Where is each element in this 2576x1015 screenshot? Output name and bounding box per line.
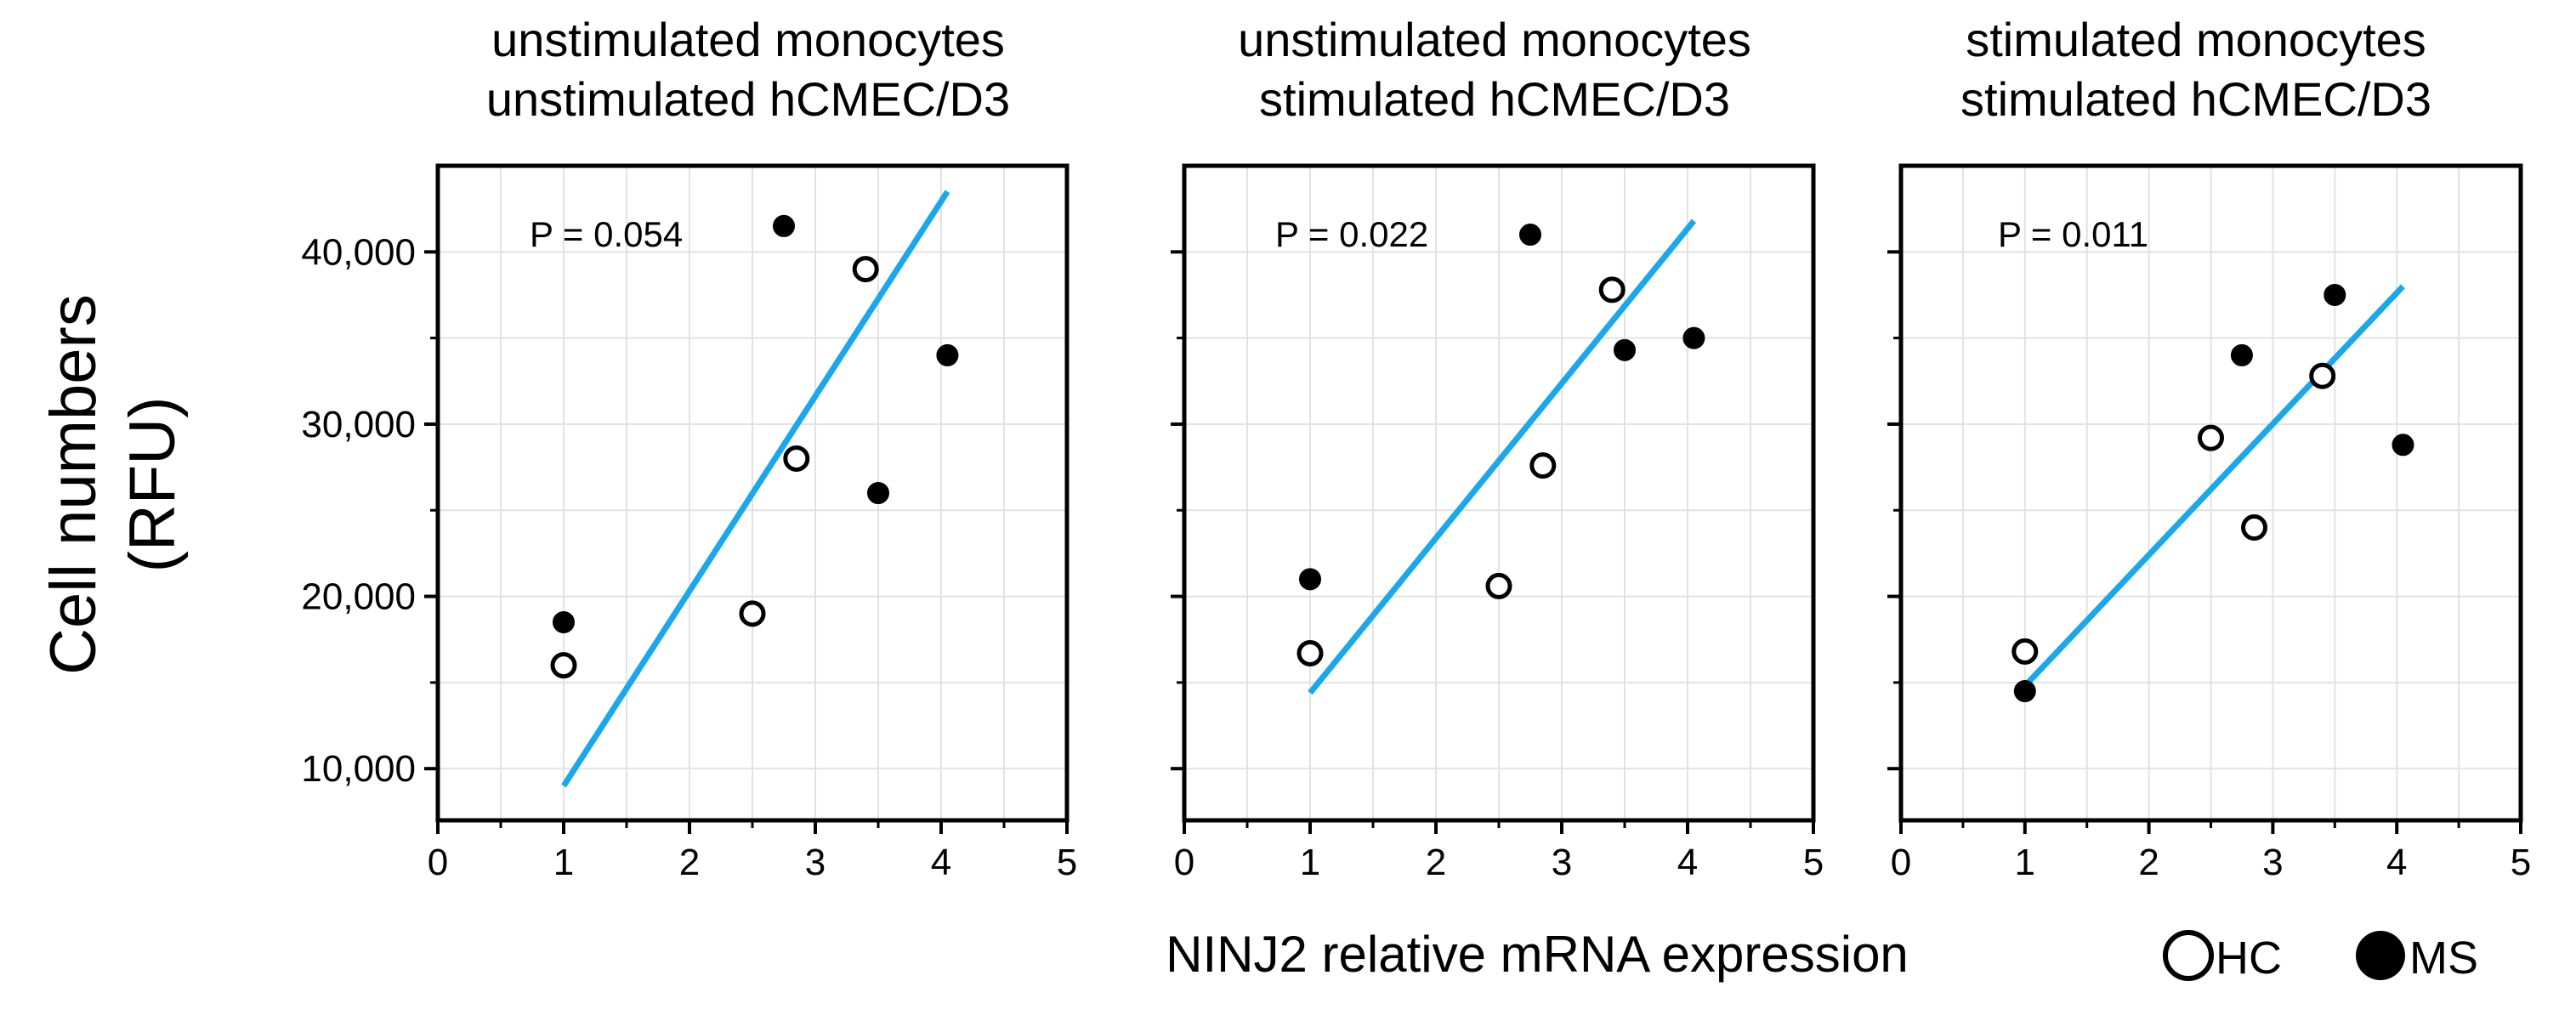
panel-2-ms-point: [1299, 568, 1321, 591]
panel-3-title-line2: stimulated hCMEC/D3: [1960, 72, 2431, 126]
panel-1-ms-point: [553, 610, 575, 633]
panel-1-x-tick-label: 4: [931, 842, 951, 883]
panel-3-fit-line: [2023, 284, 2406, 689]
panel-1-p-value: P = 0.054: [530, 214, 683, 254]
panel-1-title-line2: unstimulated hCMEC/D3: [486, 72, 1010, 126]
panel-3-x-tick-label: 0: [1891, 842, 1911, 883]
panel-2-x-tick-label: 1: [1300, 842, 1320, 883]
panel-1-x-tick-label: 2: [679, 842, 700, 883]
panel-1-x-tick-label: 1: [553, 842, 574, 883]
panel-3-title-line1: stimulated monocytes: [1966, 13, 2426, 66]
panel-1-x-tick-label: 3: [805, 842, 826, 883]
panel-2-title-line1: unstimulated monocytes: [1238, 13, 1751, 66]
panel-1-y-tick-label: 40,000: [301, 231, 416, 273]
panel-2-hc-point: [1529, 452, 1557, 479]
panel-1-x-tick-label: 0: [428, 842, 448, 883]
legend-hc-label: HC: [2216, 933, 2282, 984]
panel-1-plot: 0 1 2 3 4 5 10,000 20,000 30,000 40,000: [301, 163, 1077, 883]
panel-2-hc-point: [1485, 572, 1512, 599]
panel-3-ms-point: [2392, 434, 2414, 456]
panel-2-x-tick-label: 5: [1803, 842, 1824, 883]
panel-2-ms-point: [1519, 224, 1541, 247]
panel-2: 0 1 2 3 4 5 unstimulated monocytes stimulated…: [1171, 13, 1824, 883]
panel-1-ms-point: [773, 214, 795, 237]
panel-2-fit-line: [1308, 218, 1697, 695]
panel-3-ms-point: [2230, 343, 2253, 366]
panel-2-plot: 0 1 2 3 4 5: [1171, 163, 1824, 883]
panel-1-hc-point: [739, 600, 766, 627]
panel-3-ms-point: [2013, 680, 2036, 703]
panel-3-hc-point: [2011, 638, 2039, 665]
panel-2-ms-point: [1614, 338, 1636, 361]
panel-3-x-tick-label: 2: [2138, 842, 2159, 883]
panel-1-hc-point: [783, 445, 810, 472]
panel-2-x-tick-label: 0: [1174, 842, 1194, 883]
panel-3-hc-point: [2309, 362, 2336, 389]
y-axis-label: Cell numbers: [37, 294, 110, 675]
panel-1-title-line1: unstimulated monocytes: [491, 13, 1005, 66]
panel-3-x-tick-label: 1: [2015, 842, 2035, 883]
x-axis-label: NINJ2 relative mRNA expression: [1166, 926, 1909, 983]
legend-hc-marker: [2163, 930, 2214, 981]
panel-3-plot: 0 1 2 3 4 5: [1887, 163, 2531, 883]
panel-1-ms-point: [867, 482, 889, 504]
panel-1-hc-point: [852, 256, 879, 283]
y-axis-label-unit: (RFU): [116, 397, 189, 573]
legend-ms-marker: [2356, 931, 2405, 980]
panel-1: 0 1 2 3 4 5 10,000 20,000 30,000 40,000 unstimula…: [301, 13, 1077, 883]
panel-3-p-value: P = 0.011: [1998, 214, 2148, 254]
legend-ms-label: MS: [2409, 933, 2478, 984]
panel-1-ms-point: [936, 343, 959, 366]
panel-1-hc-point: [550, 652, 577, 679]
panel-3-ms-point: [2324, 283, 2346, 306]
panel-1-x-tick-label: 5: [1057, 842, 1077, 883]
panel-1-y-tick-label: 10,000: [301, 748, 416, 790]
panel-1-fit-line: [561, 190, 950, 788]
panel-2-x-tick-label: 2: [1426, 842, 1446, 883]
panel-3: 0 1 2 3 4 5 stimulated monocytes stimulated h…: [1887, 13, 2531, 883]
panel-1-y-tick-label: 30,000: [301, 404, 416, 445]
panel-2-x-tick-label: 3: [1552, 842, 1572, 883]
panel-3-hc-point: [2241, 514, 2268, 542]
panel-3-hc-point: [2198, 424, 2224, 451]
panel-2-hc-point: [1598, 276, 1626, 303]
legend: HC MS: [2163, 930, 2478, 984]
panel-2-x-tick-label: 4: [1677, 842, 1698, 883]
panel-2-p-value: P = 0.022: [1275, 214, 1428, 254]
panel-1-y-tick-label: 20,000: [301, 576, 416, 618]
panel-2-ms-point: [1682, 326, 1705, 349]
panel-3-x-tick-label: 3: [2262, 842, 2283, 883]
panel-2-title-line2: stimulated hCMEC/D3: [1259, 72, 1730, 126]
panel-3-x-tick-label: 5: [2511, 842, 2531, 883]
panel-2-hc-point: [1297, 639, 1324, 666]
panel-3-x-tick-label: 4: [2386, 842, 2407, 883]
